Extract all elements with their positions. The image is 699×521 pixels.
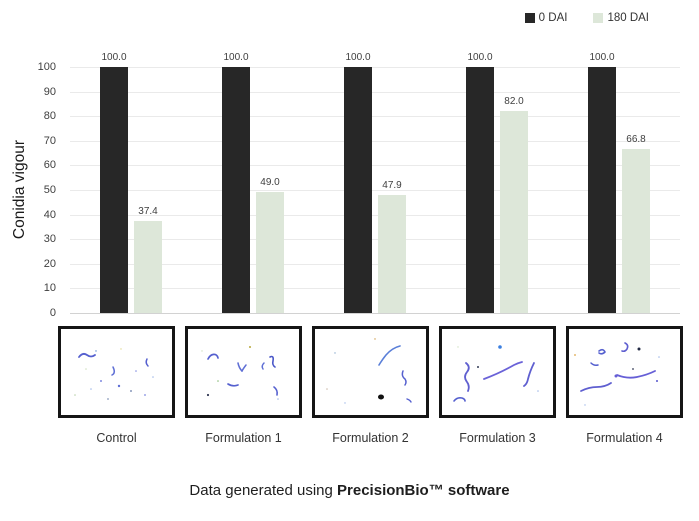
- category-label: Control: [96, 431, 137, 445]
- y-tick-label: 10: [43, 282, 56, 295]
- bar-group: 100.0 49.0: [192, 52, 314, 313]
- category-labels: Control Formulation 1 Formulation 2 Formula…: [58, 431, 683, 445]
- legend-swatch: [593, 13, 604, 23]
- micrograph-panel-formulation-3: [439, 326, 556, 418]
- y-tick-label: 40: [43, 208, 56, 221]
- bar: 49.0: [256, 177, 284, 313]
- gridline: [70, 116, 680, 118]
- micrograph-formulation-1-image: [201, 346, 279, 400]
- micrograph-formulation-2-image: [326, 338, 412, 404]
- bar-value-label: 100.0: [589, 52, 615, 63]
- bar-value-label: 82.0: [504, 96, 524, 108]
- gridline: [70, 313, 680, 314]
- gridline: [70, 67, 680, 68]
- y-tick-label: 20: [43, 257, 56, 270]
- gridline: [70, 239, 680, 241]
- micrograph-panel-control: [58, 326, 175, 418]
- caption-brand: PrecisionBio™ software: [337, 482, 510, 499]
- gridline: [70, 91, 680, 93]
- y-tick-label: 50: [43, 184, 56, 196]
- legend-label: 180 DAI: [607, 12, 649, 24]
- bar-group: 100.0 47.9: [314, 52, 436, 313]
- legend: 0 DAI 180 DAI: [524, 12, 649, 24]
- legend-item: 180 DAI: [593, 12, 649, 24]
- bar: 66.8: [622, 134, 650, 313]
- bar: 100.0: [100, 52, 128, 313]
- gridline: [70, 214, 680, 216]
- y-tick-label: 0: [49, 307, 56, 319]
- bar-value-label: 100.0: [345, 52, 371, 63]
- micrograph-panel-formulation-4: [566, 326, 683, 418]
- micrograph-formulation-3-image: [453, 345, 539, 402]
- bar: 37.4: [134, 206, 162, 313]
- legend-swatch: [524, 13, 535, 23]
- bar: 100.0: [588, 52, 616, 313]
- y-tick-label: 70: [43, 134, 56, 147]
- legend-label: 0 DAI: [538, 12, 568, 24]
- bar-value-label: 37.4: [138, 206, 158, 217]
- bar: 100.0: [344, 52, 372, 313]
- micrograph-panel-formulation-2: [312, 326, 429, 418]
- bar: 82.0: [500, 96, 528, 313]
- bar: 100.0: [222, 52, 250, 313]
- gridline: [70, 140, 680, 142]
- category-label: Formulation 2: [332, 431, 409, 445]
- bar-value-label: 49.0: [260, 177, 280, 189]
- category-label: Formulation 4: [586, 431, 663, 445]
- y-tick-label: 30: [43, 233, 56, 246]
- y-axis-tick-labels: 0 10 20 30 40 50 60 70 80 90 100: [0, 61, 56, 319]
- gridline: [70, 165, 680, 167]
- bar-group: 100.0 82.0: [436, 52, 558, 313]
- category-label: Formulation 3: [459, 431, 536, 445]
- micrograph-panel-formulation-1: [185, 326, 302, 418]
- micrograph-control-image: [74, 348, 154, 400]
- y-tick-label: 80: [43, 110, 56, 123]
- bar-value-label: 100.0: [223, 52, 249, 63]
- bar-group: 100.0 37.4: [70, 52, 192, 313]
- micrograph-formulation-4-image: [574, 342, 660, 406]
- y-tick-label: 100: [37, 61, 56, 73]
- bar-value-label: 66.8: [626, 133, 646, 145]
- bar-group: 100.0 66.8: [558, 52, 680, 313]
- bar-value-label: 100.0: [101, 52, 127, 63]
- y-tick-label: 90: [43, 85, 56, 98]
- caption: Data generated using PrecisionBio™ softw…: [0, 482, 699, 499]
- bar-groups: 100.0 37.4 100.0 49.0 100.0 47.9 100.0 82.0 100.…: [70, 52, 680, 313]
- plot-area: 100.0 37.4 100.0 49.0 100.0 47.9 100.0 82.0 100.…: [70, 52, 680, 314]
- bar: 47.9: [378, 180, 406, 313]
- micrograph-row: [58, 326, 683, 418]
- bar-value-label: 100.0: [467, 52, 493, 63]
- gridline: [70, 263, 680, 265]
- bar-value-label: 47.9: [382, 180, 402, 192]
- legend-item: 0 DAI: [524, 12, 568, 24]
- gridline: [70, 190, 680, 191]
- caption-prefix: Data generated using: [189, 482, 338, 499]
- y-tick-label: 60: [43, 159, 56, 172]
- bar: 100.0: [466, 52, 494, 313]
- category-label: Formulation 1: [205, 431, 282, 445]
- gridline: [70, 288, 680, 290]
